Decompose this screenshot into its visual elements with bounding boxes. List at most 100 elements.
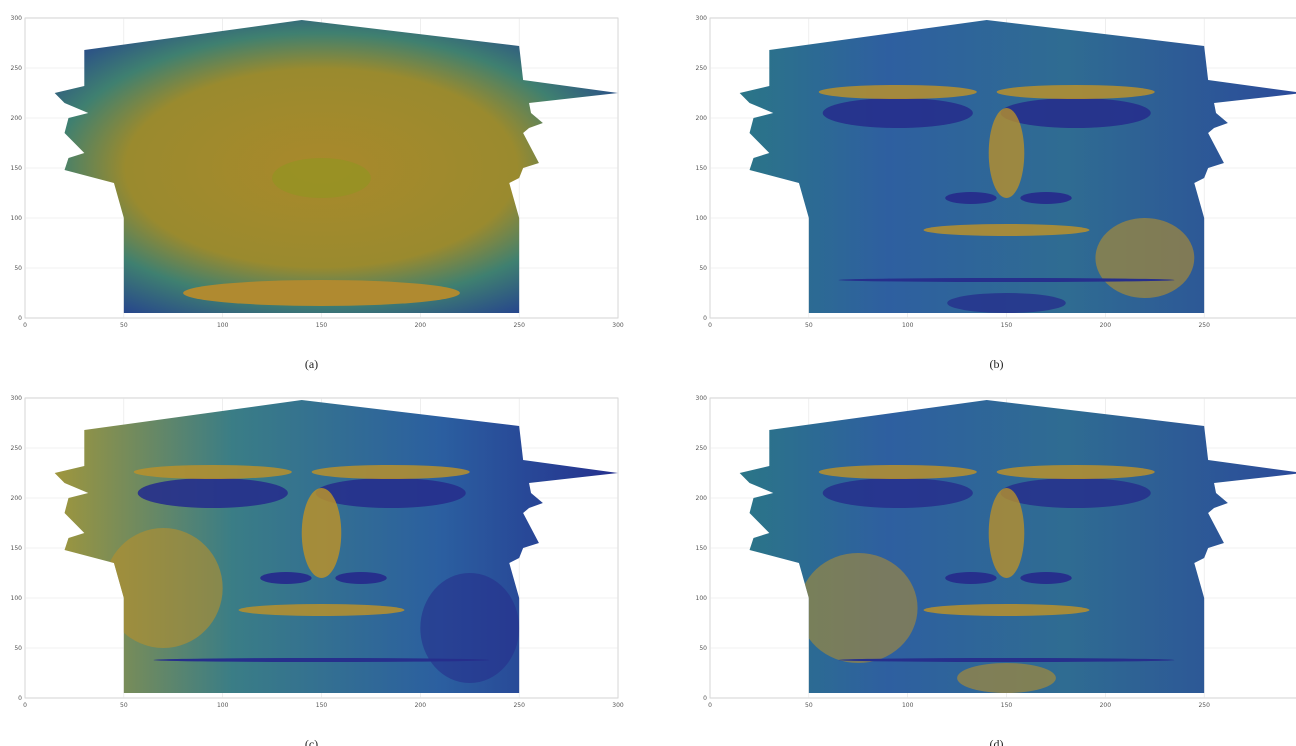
x-tick-label: 150 [1001,702,1013,709]
face-feature [945,572,997,584]
x-tick-label: 200 [1100,322,1112,329]
face-feature [183,280,460,306]
face-feature [1020,572,1072,584]
x-tick-label: 150 [316,702,328,709]
face-feature [818,465,977,479]
y-tick-label: 150 [696,545,708,552]
face-feature [798,553,918,663]
x-tick-label: 250 [1198,322,1210,329]
y-tick-label: 200 [11,495,23,502]
y-tick-label: 250 [11,65,23,72]
panel: 0 50 100 150 200 250 300 0 50 100 150 200 250 300 (c) [11,395,624,746]
panel: 0 50 100 150 200 250 300 0 50 100 150 200 250 300 (a) [11,15,624,371]
panel-caption: (c) [305,737,318,746]
face-feature [137,478,288,508]
x-tick-label: 0 [23,322,27,329]
x-tick-label: 300 [612,322,624,329]
y-tick-label: 100 [11,215,23,222]
x-tick-label: 0 [708,702,712,709]
y-tick-label: 0 [703,695,707,702]
x-tick-label: 200 [1100,702,1112,709]
face-feature [272,158,371,198]
x-tick-label: 250 [513,322,525,329]
y-tick-label: 50 [14,265,22,272]
y-tick-label: 0 [703,315,707,322]
face-feature [1000,98,1151,128]
y-tick-label: 250 [696,445,708,452]
y-tick-label: 250 [696,65,708,72]
y-tick-label: 50 [699,645,707,652]
y-tick-label: 300 [696,15,708,22]
face-feature [311,465,470,479]
face-feature [1000,478,1151,508]
x-tick-label: 100 [902,322,914,329]
y-tick-label: 300 [11,395,23,402]
y-tick-label: 0 [18,695,22,702]
y-tick-label: 200 [696,495,708,502]
face-feature [957,663,1056,693]
y-tick-label: 50 [699,265,707,272]
x-tick-label: 0 [23,702,27,709]
x-tick-label: 200 [415,702,427,709]
face-feature [996,85,1155,99]
x-tick-label: 150 [1001,322,1013,329]
face-feature [818,85,977,99]
x-tick-label: 100 [902,702,914,709]
face-feature [1020,192,1072,204]
face-feature [923,224,1090,236]
y-tick-label: 300 [11,15,23,22]
face-feature [153,658,490,662]
panel-caption: (a) [305,357,318,371]
y-tick-label: 0 [18,315,22,322]
face-feature [838,658,1175,662]
face-feature [988,488,1025,578]
x-tick-label: 50 [805,702,813,709]
face-feature [420,573,520,683]
face-feature [335,572,387,584]
face-feature [133,465,292,479]
x-tick-label: 150 [316,322,328,329]
face-feature [996,465,1155,479]
face-feature [838,278,1175,282]
face-feature [988,108,1025,198]
face-feature [923,604,1090,616]
y-tick-label: 150 [696,165,708,172]
x-tick-label: 250 [513,702,525,709]
x-tick-label: 200 [415,322,427,329]
face-feature [1095,218,1195,298]
x-tick-label: 50 [805,322,813,329]
y-tick-label: 50 [14,645,22,652]
y-tick-label: 150 [11,165,23,172]
y-tick-label: 200 [696,115,708,122]
x-tick-label: 100 [217,702,229,709]
face-feature [301,488,342,578]
face-feature [238,604,405,616]
y-tick-label: 100 [696,215,708,222]
face-feature [945,192,997,204]
x-tick-label: 250 [1198,702,1210,709]
x-tick-label: 50 [120,322,128,329]
x-tick-label: 0 [708,322,712,329]
face-surface [739,400,1296,693]
face-feature [822,478,973,508]
y-tick-label: 150 [11,545,23,552]
y-tick-label: 300 [696,395,708,402]
y-tick-label: 200 [11,115,23,122]
panel-caption: (d) [990,737,1004,746]
y-tick-label: 100 [11,595,23,602]
face-feature [315,478,466,508]
y-tick-label: 250 [11,445,23,452]
face-feature [104,528,223,648]
x-tick-label: 50 [120,702,128,709]
y-tick-label: 100 [696,595,708,602]
face-feature [947,293,1066,313]
face-feature [822,98,973,128]
x-tick-label: 300 [612,702,624,709]
x-tick-label: 100 [217,322,229,329]
face-feature [260,572,312,584]
face-surface [739,20,1296,313]
